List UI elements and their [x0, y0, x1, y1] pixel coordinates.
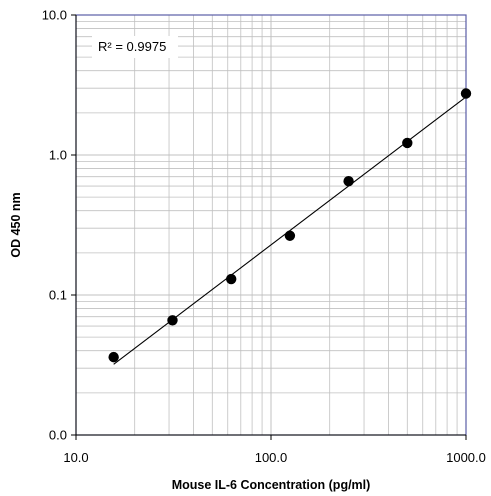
data-point: [284, 230, 296, 241]
data-point: [460, 88, 472, 99]
r-squared-label: R² = 0.9975: [98, 39, 166, 54]
r-squared-background: [92, 36, 178, 58]
data-point: [108, 351, 119, 363]
y-tick-label: 10.0: [42, 8, 67, 23]
tick-labels: 0.0 0.1 1.0 10.0 10.0 100.0 1000.0: [42, 8, 486, 466]
data-point: [167, 315, 178, 326]
data-points: [108, 88, 472, 363]
x-tick-label: 10.0: [63, 450, 88, 465]
data-point: [343, 175, 354, 187]
y-tick-label: 0.1: [49, 288, 67, 303]
x-axis-title: Mouse IL-6 Concentration (pg/ml): [172, 478, 371, 492]
y-tick-label: 0.0: [49, 428, 67, 443]
x-tick-label: 1000.0: [446, 450, 486, 465]
y-axis-title: OD 450 nm: [9, 192, 23, 257]
data-point: [225, 273, 237, 285]
grid: [76, 15, 466, 435]
x-tick-label: 100.0: [255, 450, 288, 465]
r-squared-box: R² = 0.9975: [92, 36, 178, 58]
y-tick-label: 1.0: [49, 148, 67, 163]
data-point: [402, 137, 413, 149]
axis-lines: [71, 14, 467, 440]
